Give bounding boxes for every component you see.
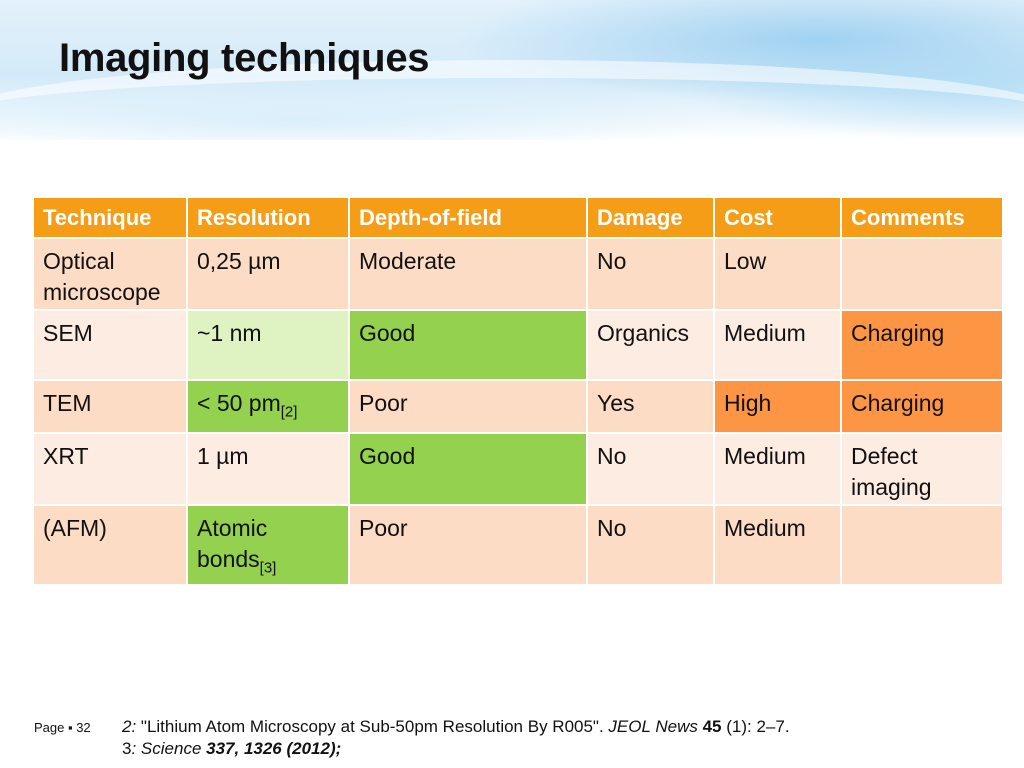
page-number: Page ▪ 32 (34, 720, 91, 735)
cell-depth-of-field: Poor (350, 381, 586, 432)
cell-technique: TEM (34, 381, 186, 432)
header-resolution: Resolution (188, 198, 348, 237)
cell-damage: Yes (588, 381, 713, 432)
cell-damage: No (588, 239, 713, 309)
header-cost: Cost (715, 198, 840, 237)
cell-damage: No (588, 506, 713, 584)
header-background (0, 0, 1024, 140)
cell-comments: Charging (842, 381, 1002, 432)
cell-technique: (AFM) (34, 506, 186, 584)
slide-title: Imaging techniques (59, 36, 430, 80)
header-depth-of-field: Depth-of-field (350, 198, 586, 237)
citation-ref: [3] (259, 559, 277, 577)
imaging-techniques-table: Technique Resolution Depth-of-field Dama… (32, 196, 1004, 586)
references: 2: "Lithium Atom Microscopy at Sub-50pm … (122, 716, 790, 760)
cell-resolution: < 50 pm[2] (188, 381, 348, 432)
cell-comments (842, 239, 1002, 309)
cell-depth-of-field: Moderate (350, 239, 586, 309)
table-row: TEM < 50 pm[2] Poor Yes High Charging (34, 381, 1002, 432)
cell-cost: Medium (715, 434, 840, 504)
cell-resolution: 0,25 µm (188, 239, 348, 309)
cell-technique: XRT (34, 434, 186, 504)
cell-depth-of-field: Good (350, 311, 586, 379)
cell-technique: Optical microscope (34, 239, 186, 309)
cell-comments (842, 506, 1002, 584)
table-row: XRT 1 µm Good No Medium Defect imaging (34, 434, 1002, 504)
header-technique: Technique (34, 198, 186, 237)
table-row: (AFM) Atomic bonds[3] Poor No Medium (34, 506, 1002, 584)
cell-damage: No (588, 434, 713, 504)
cell-depth-of-field: Good (350, 434, 586, 504)
cell-resolution: 1 µm (188, 434, 348, 504)
table-row: Optical microscope 0,25 µm Moderate No Lo… (34, 239, 1002, 309)
cell-resolution: Atomic bonds[3] (188, 506, 348, 584)
table-header-row: Technique Resolution Depth-of-field Dama… (34, 198, 1002, 237)
reference-2: 2: "Lithium Atom Microscopy at Sub-50pm … (122, 717, 790, 736)
cell-cost: High (715, 381, 840, 432)
cell-cost: Low (715, 239, 840, 309)
cell-comments: Defect imaging (842, 434, 1002, 504)
cell-comments: Charging (842, 311, 1002, 379)
cell-resolution: ~1 nm (188, 311, 348, 379)
cell-technique: SEM (34, 311, 186, 379)
table-row: SEM ~1 nm Good Organics Medium Charging (34, 311, 1002, 379)
cell-cost: Medium (715, 506, 840, 584)
header-damage: Damage (588, 198, 713, 237)
citation-ref: [2] (280, 403, 298, 421)
cell-depth-of-field: Poor (350, 506, 586, 584)
header-comments: Comments (842, 198, 1002, 237)
cell-damage: Organics (588, 311, 713, 379)
reference-3: 3: Science 337, 1326 (2012); (122, 739, 342, 758)
cell-cost: Medium (715, 311, 840, 379)
